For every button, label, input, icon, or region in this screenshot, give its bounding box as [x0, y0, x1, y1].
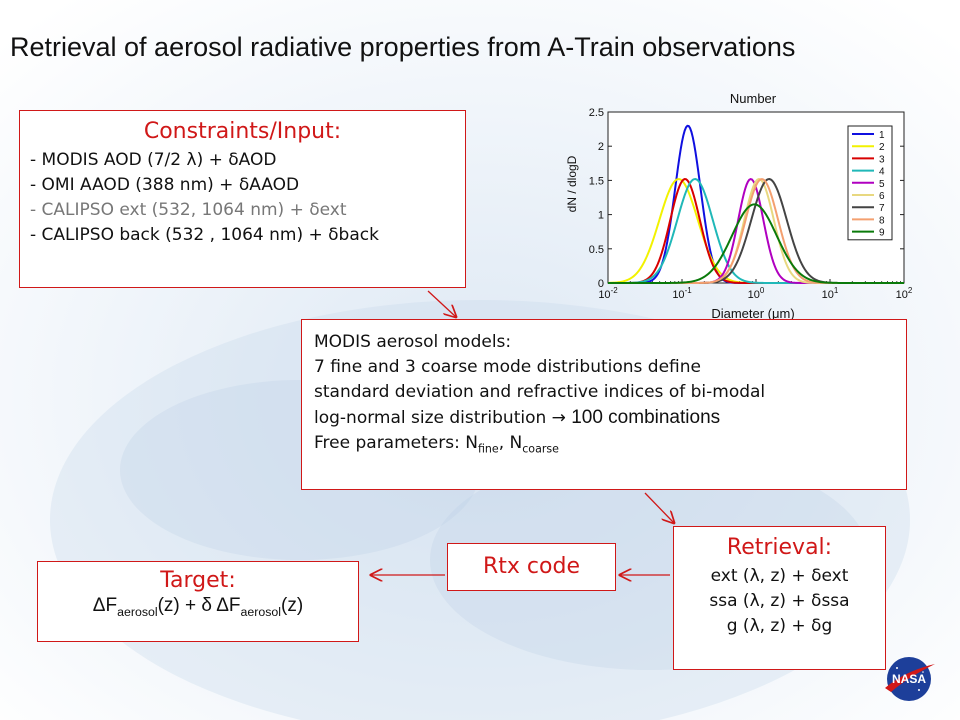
- legend-label-8: 8: [879, 215, 885, 226]
- models-free-parameters: Free parameters: Nfine, Ncoarse: [314, 433, 559, 456]
- x-tick-label: 102: [896, 286, 913, 301]
- nasa-logo-text: NASA: [892, 672, 926, 686]
- legend-label-5: 5: [879, 179, 885, 190]
- rtx-code-label: Rtx code: [483, 554, 580, 579]
- constraints-box: Constraints/Input: - MODIS AOD (7/2 λ) +…: [19, 110, 466, 288]
- legend-label-4: 4: [879, 167, 885, 178]
- rtx-code-box: Rtx code: [447, 543, 616, 591]
- target-title: Target:: [160, 568, 236, 593]
- series-line-9: [608, 203, 904, 284]
- x-tick-label: 10-2: [598, 286, 618, 301]
- target-box: Target: ΔFaerosol(z) + δ ΔFaerosol(z): [37, 561, 359, 642]
- chart-title: Number: [730, 92, 777, 106]
- y-tick-label: 0.5: [589, 244, 604, 256]
- retrieval-line-ext: ext (λ, z) + δext: [710, 566, 849, 586]
- constraint-line-modis: - MODIS AOD (7/2 λ) + δAOD: [30, 150, 277, 170]
- x-tick-label: 10-1: [672, 286, 692, 301]
- legend-label-3: 3: [879, 154, 885, 165]
- constraint-line-calipso-ext: - CALIPSO ext (532, 1064 nm) + δext: [30, 200, 347, 220]
- constraints-title: Constraints/Input:: [143, 119, 342, 144]
- nasa-logo-icon: NASA: [885, 657, 935, 701]
- y-tick-label: 2.5: [589, 107, 604, 119]
- x-tick-label: 100: [748, 286, 765, 301]
- y-tick-label: 1: [598, 210, 604, 222]
- page-title: Retrieval of aerosol radiative propertie…: [10, 32, 796, 62]
- legend-label-9: 9: [879, 228, 885, 239]
- y-tick-label: 1.5: [589, 175, 604, 187]
- size-distribution-chart: Number dN / dlogD Diameter (μm) 0 0.5 1 1.5…: [565, 92, 913, 321]
- chart-y-axis-label: dN / dlogD: [565, 155, 579, 212]
- constraint-line-omi: - OMI AAOD (388 nm) + δAAOD: [30, 175, 300, 195]
- modis-models-box: MODIS aerosol models: 7 fine and 3 coars…: [301, 319, 907, 490]
- retrieval-box: Retrieval: ext (λ, z) + δext ssa (λ, z) …: [673, 526, 886, 670]
- x-tick-label: 101: [822, 286, 839, 301]
- chart-x-axis-label: Diameter (μm): [711, 306, 794, 321]
- target-expression: ΔFaerosol(z) + δ ΔFaerosol(z): [92, 595, 304, 619]
- retrieval-line-g: g (λ, z) + δg: [726, 616, 833, 636]
- y-tick-label: 0: [598, 278, 604, 290]
- legend-label-2: 2: [879, 142, 885, 153]
- models-line: standard deviation and refractive indice…: [314, 382, 766, 402]
- y-tick-label: 2: [598, 141, 604, 153]
- constraint-line-calipso-back: - CALIPSO back (532 , 1064 nm) + δback: [30, 225, 379, 245]
- legend-label-1: 1: [879, 130, 885, 141]
- models-line: log-normal size distribution → 100 combi…: [314, 407, 721, 428]
- legend-label-6: 6: [879, 191, 885, 202]
- retrieval-line-ssa: ssa (λ, z) + δssa: [709, 591, 850, 611]
- models-line: MODIS aerosol models:: [314, 332, 512, 352]
- retrieval-title: Retrieval:: [726, 535, 833, 560]
- models-line: 7 fine and 3 coarse mode distributions d…: [314, 357, 701, 377]
- legend-label-7: 7: [879, 203, 885, 214]
